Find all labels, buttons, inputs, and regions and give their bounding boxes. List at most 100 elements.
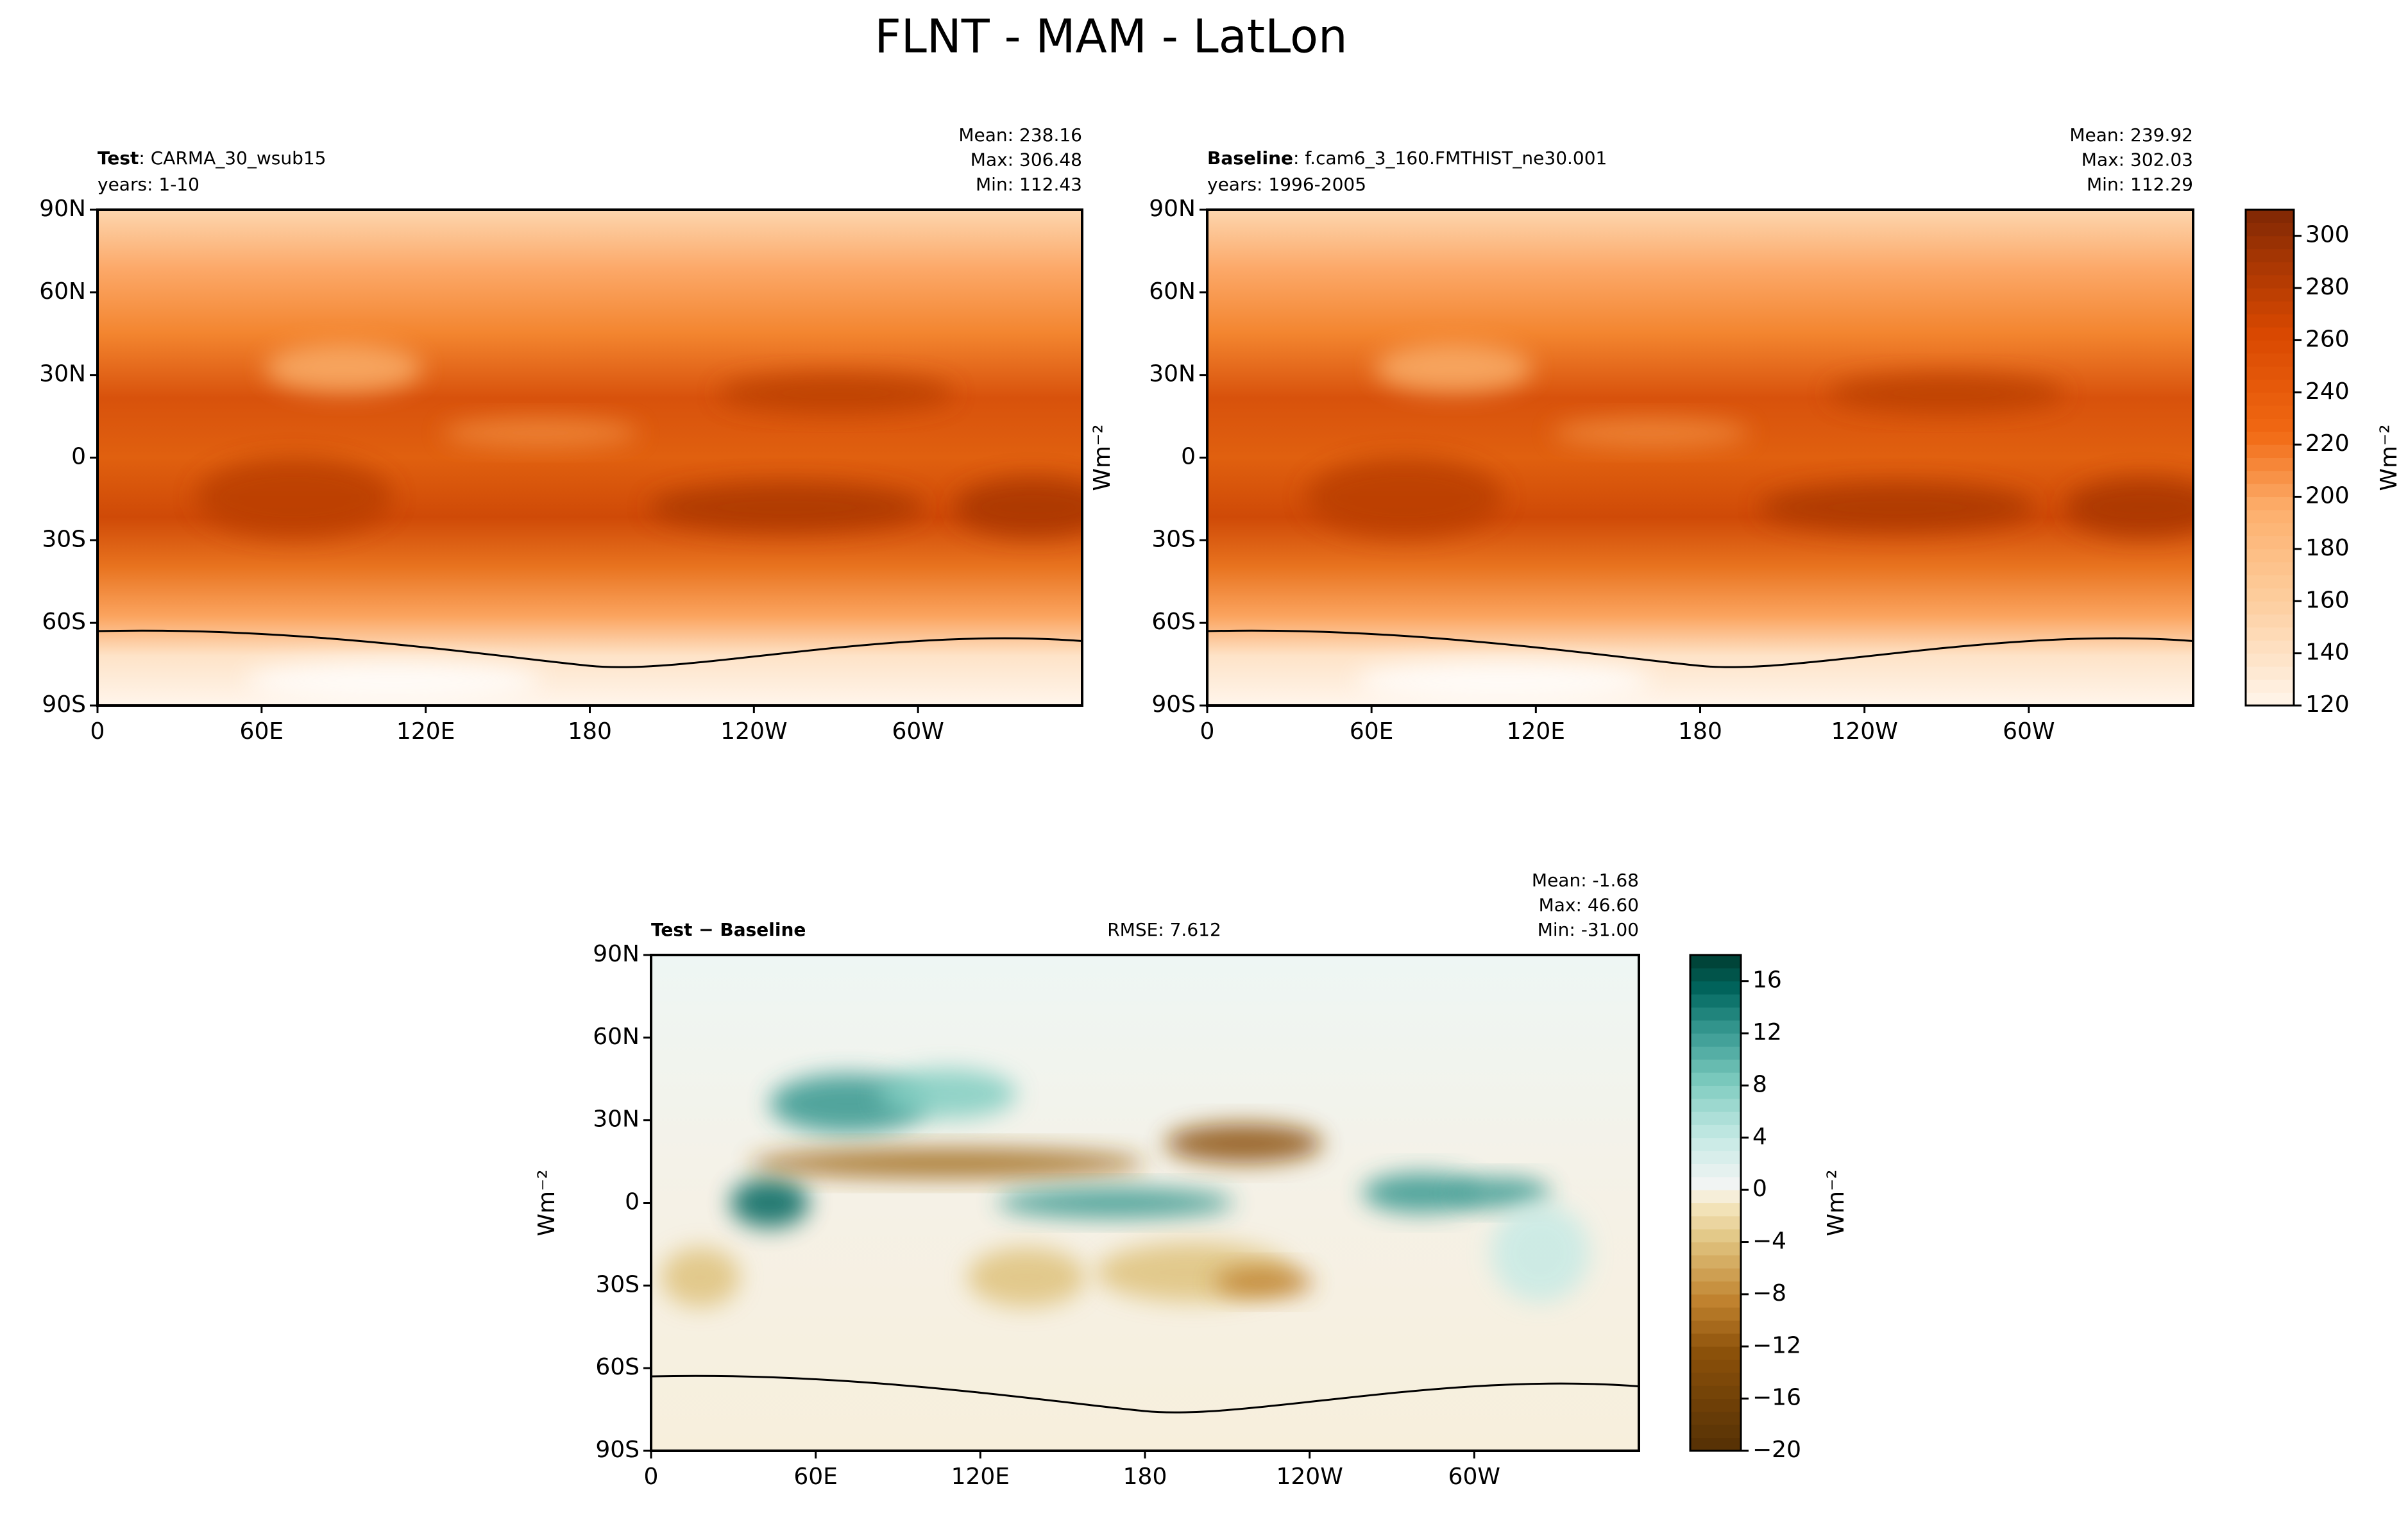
y-tick-label: 60N [39,278,86,305]
colorbar-tick-label: 280 [2305,274,2350,300]
field-blob [954,477,1082,537]
colorbar-band [2246,653,2294,667]
y-tick-label: 0 [1181,444,1196,470]
x-tick-label: 120E [1507,718,1565,745]
y-axis-label: Wm⁻² [534,1169,560,1236]
colorbar-band [2246,627,2294,641]
colorbar-band [1690,1203,1741,1217]
colorbar-band [2246,601,2294,615]
field-blob [1828,373,2065,413]
colorbar-band [1690,1033,1741,1047]
case-detail: : CARMA_30_wsub15 [139,148,326,169]
y-tick-label: 30N [593,1106,640,1133]
colorbar-band [2246,470,2294,484]
field-blob [1362,1173,1481,1213]
colorbar-band [2246,288,2294,301]
stat-label: Max: 306.48 [971,149,1082,171]
colorbar-band [2246,379,2294,393]
colorbar-band [2246,536,2294,550]
y-tick-label: 60S [595,1354,640,1380]
colorbar-band [1690,981,1741,995]
field [98,210,1082,706]
colorbar-band [1690,1176,1741,1190]
field-blob [649,482,925,532]
colorbar-band [2246,327,2294,341]
colorbar-tick-label: 300 [2305,222,2350,248]
colorbar-band [2246,666,2294,680]
coastline [1207,629,2193,668]
colorbar-band [1690,1320,1741,1334]
colorbar-tick-label: 140 [2305,639,2350,666]
colorbar-band [2246,548,2294,562]
x-tick-label: 180 [1123,1464,1167,1490]
field-blob [1305,457,1504,537]
colorbar-band [1690,1215,1741,1230]
case-name: Baseline [1207,148,1293,169]
colorbar-band [1690,1085,1741,1099]
colorbar-band [2246,484,2294,498]
field-blob [967,1247,1086,1307]
x-tick-label: 60E [793,1464,838,1490]
field-blob [1759,482,2036,532]
colorbar-band [1690,1333,1741,1347]
colorbar-band [1690,1372,1741,1386]
colorbar-band [1690,955,1741,968]
colorbar-band [2246,301,2294,315]
colorbar-tick-label: 180 [2305,535,2350,561]
figure-title: FLNT - MAM - LatLon [874,10,1347,63]
map-field [98,210,1082,706]
colorbar-band [2246,249,2294,262]
colorbar-band [1690,1359,1741,1373]
colorbar-band [2246,457,2294,471]
x-tick-label: 60E [1350,718,1394,745]
case-label: Test − Baseline [651,919,806,940]
colorbar-band [1690,1046,1741,1060]
map-field [1207,210,2193,706]
y-tick-label: 30N [1149,361,1196,387]
colorbar-band [1690,1059,1741,1073]
case-name: Test − Baseline [651,919,806,940]
colorbar-band [2246,210,2294,223]
x-tick-label: 120E [951,1464,1010,1490]
field-blob [718,373,954,413]
stat-label: Max: 302.03 [2082,149,2193,171]
colorbar-band [2246,496,2294,511]
colorbar-band [1690,968,1741,982]
x-tick-label: 120W [1276,1464,1343,1490]
colorbar-band [2246,366,2294,380]
stat-label: Min: 112.29 [2087,174,2193,195]
x-tick-label: 120W [720,718,787,745]
colorbar-band [2246,614,2294,628]
y-tick-label: 30S [595,1271,640,1297]
field-blob [1491,1203,1590,1303]
colorbar-band [2246,275,2294,289]
years-label: years: 1-10 [98,174,199,195]
colorbar-band [1690,1020,1741,1034]
stat-label: Mean: -1.68 [1532,870,1639,891]
colorbar-band [2246,418,2294,432]
colorbar-tick-label: −16 [1752,1385,1801,1411]
colorbar-band [1690,1398,1741,1412]
colorbar-band [1690,1098,1741,1112]
colorbar-band [2246,562,2294,576]
colorbar-label: Wm⁻² [1823,1169,1849,1236]
colorbar-band [1690,1112,1741,1125]
stat-label: Mean: 239.92 [2069,124,2193,146]
colorbar-band [2246,314,2294,328]
y-tick-label: 60N [1149,278,1196,305]
y-tick-label: 90N [1149,196,1196,222]
colorbar-band [2246,405,2294,419]
colorbar-frame [1689,954,1742,1452]
colorbar-band [1690,1385,1741,1399]
colorbar-frame [2244,208,2295,707]
field-blob [661,1247,740,1307]
field-blob [1164,1123,1323,1163]
colorbar-band [1690,1190,1741,1203]
field-blob [1355,661,1651,701]
field-blob [730,1178,810,1228]
y-tick-label: 30S [42,526,86,552]
colorbar-band [1690,1281,1741,1295]
x-tick-label: 0 [90,718,105,745]
y-tick-label: 90N [593,941,640,967]
